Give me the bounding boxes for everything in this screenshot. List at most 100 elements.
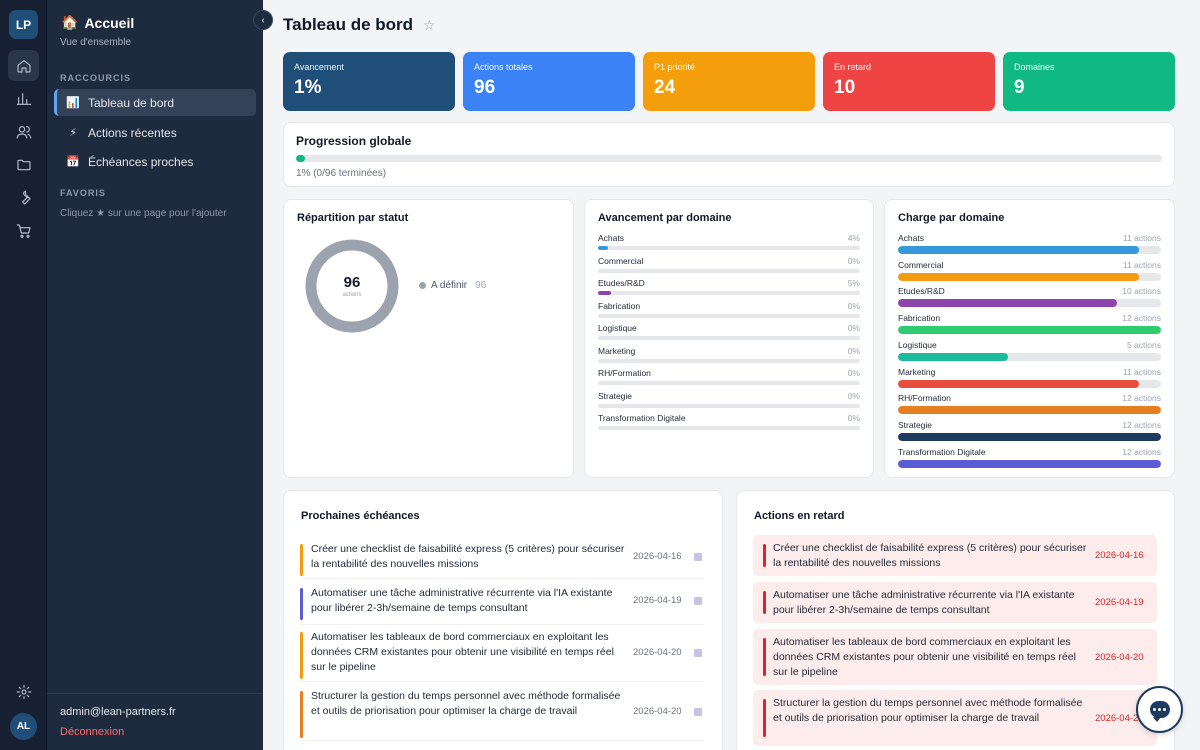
overdue-marker [763, 591, 766, 614]
kpi-card-overdue: En retard 10 [823, 52, 995, 111]
domain-progress-row: Logistique 0% [598, 323, 860, 340]
domain-progress-row: Etudes/R&D 5% [598, 278, 860, 295]
sidebar-item-upcoming-deadlines[interactable]: 📅 Échéances proches [54, 148, 256, 175]
overdue-marker [763, 699, 766, 737]
deadline-date: 2026-04-16 [633, 551, 682, 562]
domain-progress-bar [598, 404, 860, 408]
domain-load-row: RH/Formation 12 actions [898, 393, 1161, 415]
domain-name: Fabrication [898, 313, 941, 324]
calendar-icon [694, 597, 702, 605]
domain-progress-bar [598, 336, 860, 340]
upcoming-deadlines-card: Prochaines échéances Créer une checklist… [283, 490, 723, 750]
domain-progress-card: Avancement par domaine Achats 4% Commercia… [584, 199, 874, 478]
page-title-label: Tableau de bord [283, 15, 414, 34]
deadline-text: Créer une checklist de faisabilité expre… [311, 543, 625, 570]
domain-load-row: Fabrication 12 actions [898, 313, 1161, 335]
app-logo[interactable]: LP [9, 10, 38, 39]
domain-action-count: 11 actions [1122, 233, 1161, 243]
favorite-star-icon[interactable]: ☆ [423, 16, 436, 33]
domain-progress-row: Marketing 0% [598, 346, 860, 363]
domain-name: Transformation Digitale [598, 413, 686, 423]
icon-rail: LP AL [0, 0, 47, 750]
domain-action-count: 12 actions [1122, 313, 1161, 324]
overdue-item[interactable]: Créer une checklist de faisabilité expre… [753, 535, 1157, 576]
kpi-card-progress: Avancement 1% [283, 52, 455, 111]
kpi-label: Actions totales [474, 62, 533, 72]
sidebar-item-recent-actions[interactable]: ⚡ Actions récentes [54, 119, 256, 146]
domain-load-bar [898, 299, 1161, 308]
domain-load-row: Achats 11 actions [898, 233, 1161, 254]
deadline-date: 2026-04-19 [633, 595, 682, 606]
calendar-icon [694, 553, 702, 561]
wrench-icon[interactable] [8, 182, 39, 213]
overdue-marker [763, 638, 766, 676]
domain-percent: 0% [847, 346, 860, 356]
domain-load-row: Logistique 5 actions [898, 340, 1161, 361]
domain-name: Logistique [898, 339, 937, 350]
kpi-value: 10 [834, 77, 856, 98]
domain-progress-bar [598, 359, 860, 363]
overdue-date: 2026-04-19 [1095, 597, 1144, 608]
legend-dot [419, 282, 426, 289]
domain-action-count: 12 actions [1122, 393, 1161, 404]
favorites-hint: Cliquez ★ sur une page pour l'ajouter [60, 208, 227, 219]
overdue-item[interactable]: Automatiser une tâche administrative réc… [753, 582, 1157, 623]
chevron-left-icon: ‹ [261, 14, 265, 26]
chart-icon[interactable] [8, 83, 39, 114]
domain-load-fill [898, 326, 1161, 335]
domain-progress-row: Fabrication 0% [598, 301, 860, 318]
folder-icon[interactable] [8, 149, 39, 180]
overdue-item[interactable]: Structurer la gestion du temps personnel… [753, 690, 1157, 746]
domain-progress-row: RH/Formation 0% [598, 368, 860, 385]
overdue-item[interactable]: Automatiser les tableaux de bord commerc… [753, 629, 1157, 685]
kpi-value: 96 [474, 77, 496, 98]
overdue-text: Automatiser les tableaux de bord commerc… [773, 636, 1076, 678]
domain-load-fill [898, 406, 1161, 415]
overdue-actions-title: Actions en retard [754, 510, 845, 522]
home-icon[interactable] [8, 50, 39, 81]
global-progress-fill [296, 155, 305, 162]
domain-percent: 5% [847, 278, 860, 288]
deadline-date: 2026-04-20 [633, 705, 682, 717]
domain-progress-row: Commercial 0% [598, 256, 860, 273]
domain-progress-bar [598, 314, 860, 318]
deadline-item[interactable]: Structurer la gestion du temps personnel… [300, 685, 704, 741]
deadline-item[interactable]: Créer une checklist de faisabilité expre… [300, 538, 704, 579]
donut-total: 96 [343, 274, 361, 291]
deadline-item[interactable]: Automatiser les tableaux de bord commerc… [300, 626, 704, 682]
domain-progress-row: Transformation Digitale 0% [598, 413, 860, 430]
logout-link[interactable]: Déconnexion [60, 726, 125, 738]
domain-load-bar [898, 246, 1161, 254]
global-progress-title: Progression globale [296, 134, 412, 148]
domain-name: Etudes/R&D [898, 286, 945, 297]
domain-color-bar [300, 691, 303, 738]
settings-icon[interactable] [8, 676, 39, 707]
deadline-item[interactable]: Automatiser une tâche administrative réc… [300, 582, 704, 625]
domain-load-bar [898, 459, 1161, 468]
kpi-card-p1-priority: P1 priorité 24 [643, 52, 815, 111]
domain-percent: 0% [847, 323, 860, 333]
domain-load-bar [898, 406, 1161, 415]
domain-load-bar [898, 352, 1161, 361]
domain-load-fill [898, 299, 1118, 308]
avatar[interactable]: AL [10, 713, 37, 740]
sidebar-item-dashboard[interactable]: 📊 Tableau de bord [54, 89, 256, 116]
collapse-sidebar-button[interactable]: ‹ [253, 10, 273, 30]
cart-icon[interactable] [8, 215, 39, 246]
domain-name: Commercial [598, 256, 644, 266]
users-icon[interactable] [8, 116, 39, 147]
domain-progress-bar [598, 246, 860, 250]
chat-button[interactable] [1136, 686, 1183, 733]
calendar-icon [694, 707, 702, 716]
domain-name: Marketing [898, 366, 936, 377]
domain-percent: 0% [847, 391, 860, 401]
lightning-icon: ⚡ [69, 127, 77, 139]
sidebar-footer: admin@lean-partners.fr Déconnexion [47, 693, 263, 750]
donut-segment [305, 239, 399, 333]
favorites-heading: FAVORIS [60, 188, 106, 198]
domain-percent: 4% [847, 233, 860, 243]
domain-load-bar [898, 432, 1161, 441]
sidebar: 🏠 Accueil Vue d'ensemble RACCOURCIS 📊 Ta… [47, 0, 263, 750]
domain-load-title: Charge par domaine [898, 212, 1005, 224]
domain-action-count: 5 actions [1126, 339, 1161, 350]
